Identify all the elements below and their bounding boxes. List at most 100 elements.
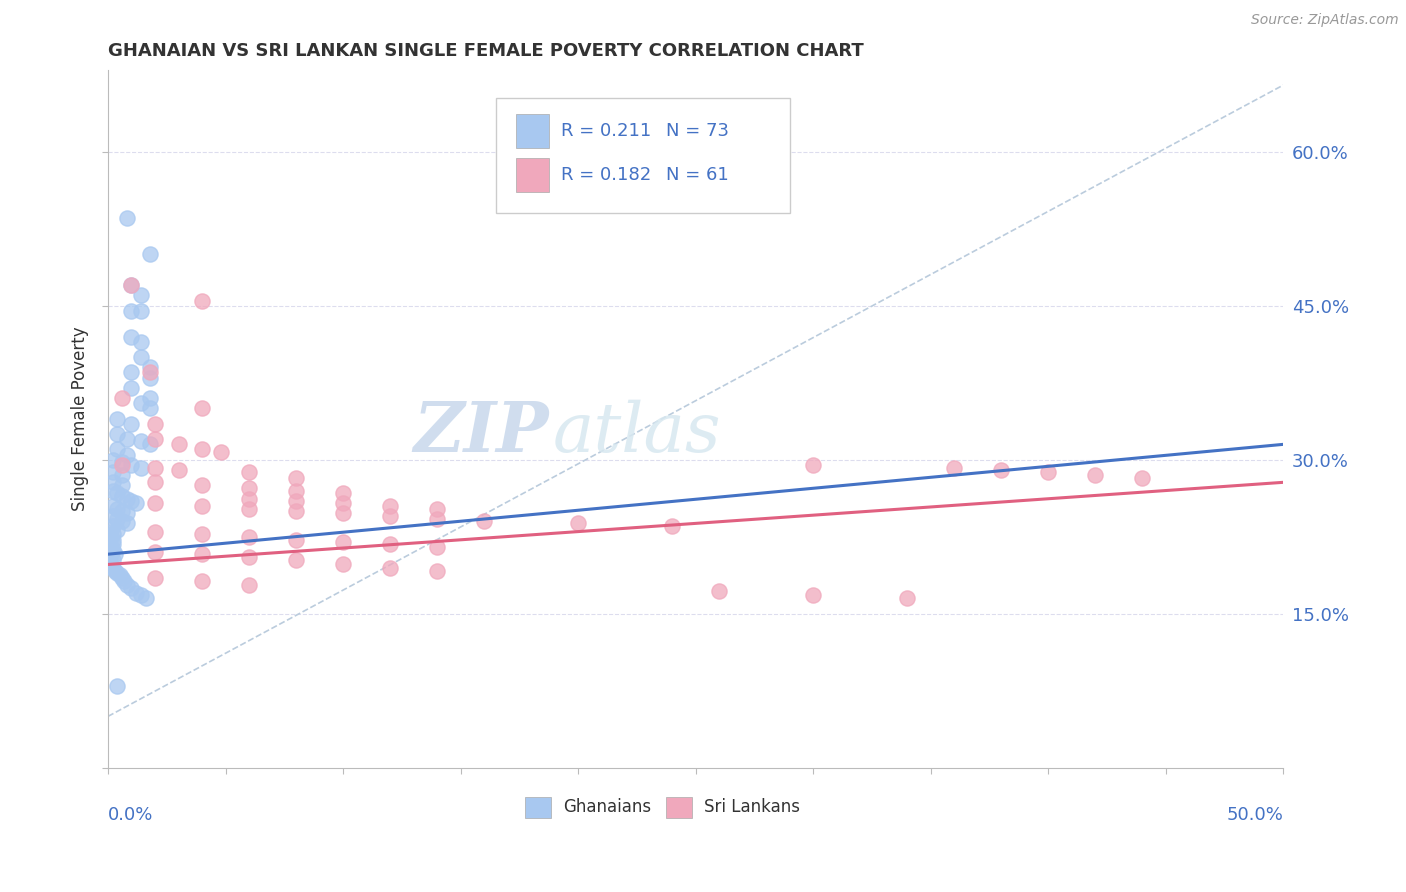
Point [101,509,124,524]
Point [426,512,449,526]
Point [378,537,401,551]
Point [238,502,260,516]
Point [143,571,166,585]
Point [101,499,124,513]
Text: Sri Lankans: Sri Lankans [704,798,800,816]
Text: Ghanaians: Ghanaians [562,798,651,816]
Point [115,448,138,462]
Point [332,506,354,520]
Text: R = 0.182: R = 0.182 [561,166,651,184]
Point [125,496,148,510]
Point [285,471,308,485]
Point [105,512,128,526]
Point [98,550,121,565]
Point [111,504,134,518]
Point [125,586,148,600]
FancyBboxPatch shape [666,797,692,818]
Point [139,360,162,375]
Point [378,499,401,513]
Point [111,468,134,483]
Point [121,366,143,380]
Point [426,502,449,516]
Point [143,417,166,431]
Point [104,564,127,578]
Text: ZIP: ZIP [413,399,548,467]
Point [129,434,152,449]
Point [101,537,124,551]
Point [98,524,121,539]
Point [101,465,124,479]
Point [896,591,918,606]
Point [98,534,121,549]
FancyBboxPatch shape [496,97,790,213]
Point [98,530,121,544]
Point [191,442,214,457]
Point [285,493,308,508]
Point [104,547,127,561]
Point [105,411,128,425]
Point [129,396,152,410]
Point [139,247,162,261]
Point [121,581,143,595]
Point [332,496,354,510]
Point [139,437,162,451]
Point [114,574,136,588]
Point [115,516,138,531]
Point [98,558,121,572]
Point [191,478,214,492]
Point [115,506,138,520]
Point [115,211,138,226]
FancyBboxPatch shape [516,114,548,148]
Point [139,366,162,380]
Point [111,391,134,405]
Point [238,578,260,592]
Point [105,502,128,516]
Point [111,455,134,469]
Point [98,545,121,559]
Point [191,401,214,416]
Text: GHANAIAN VS SRI LANKAN SINGLE FEMALE POVERTY CORRELATION CHART: GHANAIAN VS SRI LANKAN SINGLE FEMALE POV… [108,42,863,60]
Point [285,553,308,567]
Point [191,499,214,513]
Point [101,543,124,558]
Point [111,478,134,492]
Point [108,567,131,582]
Point [332,558,354,572]
Point [101,452,124,467]
Point [121,381,143,395]
Point [801,458,824,472]
Point [135,591,157,606]
Point [111,571,134,585]
Point [209,444,232,458]
Point [105,566,128,580]
Point [129,588,152,602]
Point [121,278,143,293]
Point [285,504,308,518]
Point [1130,471,1153,485]
Text: 50.0%: 50.0% [1226,806,1284,824]
Point [801,588,824,602]
Point [101,483,124,498]
Point [143,545,166,559]
Point [378,509,401,524]
Point [139,401,162,416]
Text: N = 73: N = 73 [666,122,730,140]
Text: N = 61: N = 61 [666,166,730,184]
Text: Source: ZipAtlas.com: Source: ZipAtlas.com [1251,13,1399,28]
Point [472,514,495,528]
Text: R = 0.211: R = 0.211 [561,122,651,140]
Point [111,514,134,528]
Point [238,465,260,479]
Text: 0.0%: 0.0% [108,806,153,824]
Point [426,564,449,578]
Point [191,293,214,308]
Point [129,304,152,318]
Point [143,432,166,446]
Point [105,427,128,442]
Point [143,461,166,475]
Point [129,334,152,349]
Point [238,550,260,565]
Point [143,496,166,510]
Point [101,560,124,574]
Point [115,578,138,592]
